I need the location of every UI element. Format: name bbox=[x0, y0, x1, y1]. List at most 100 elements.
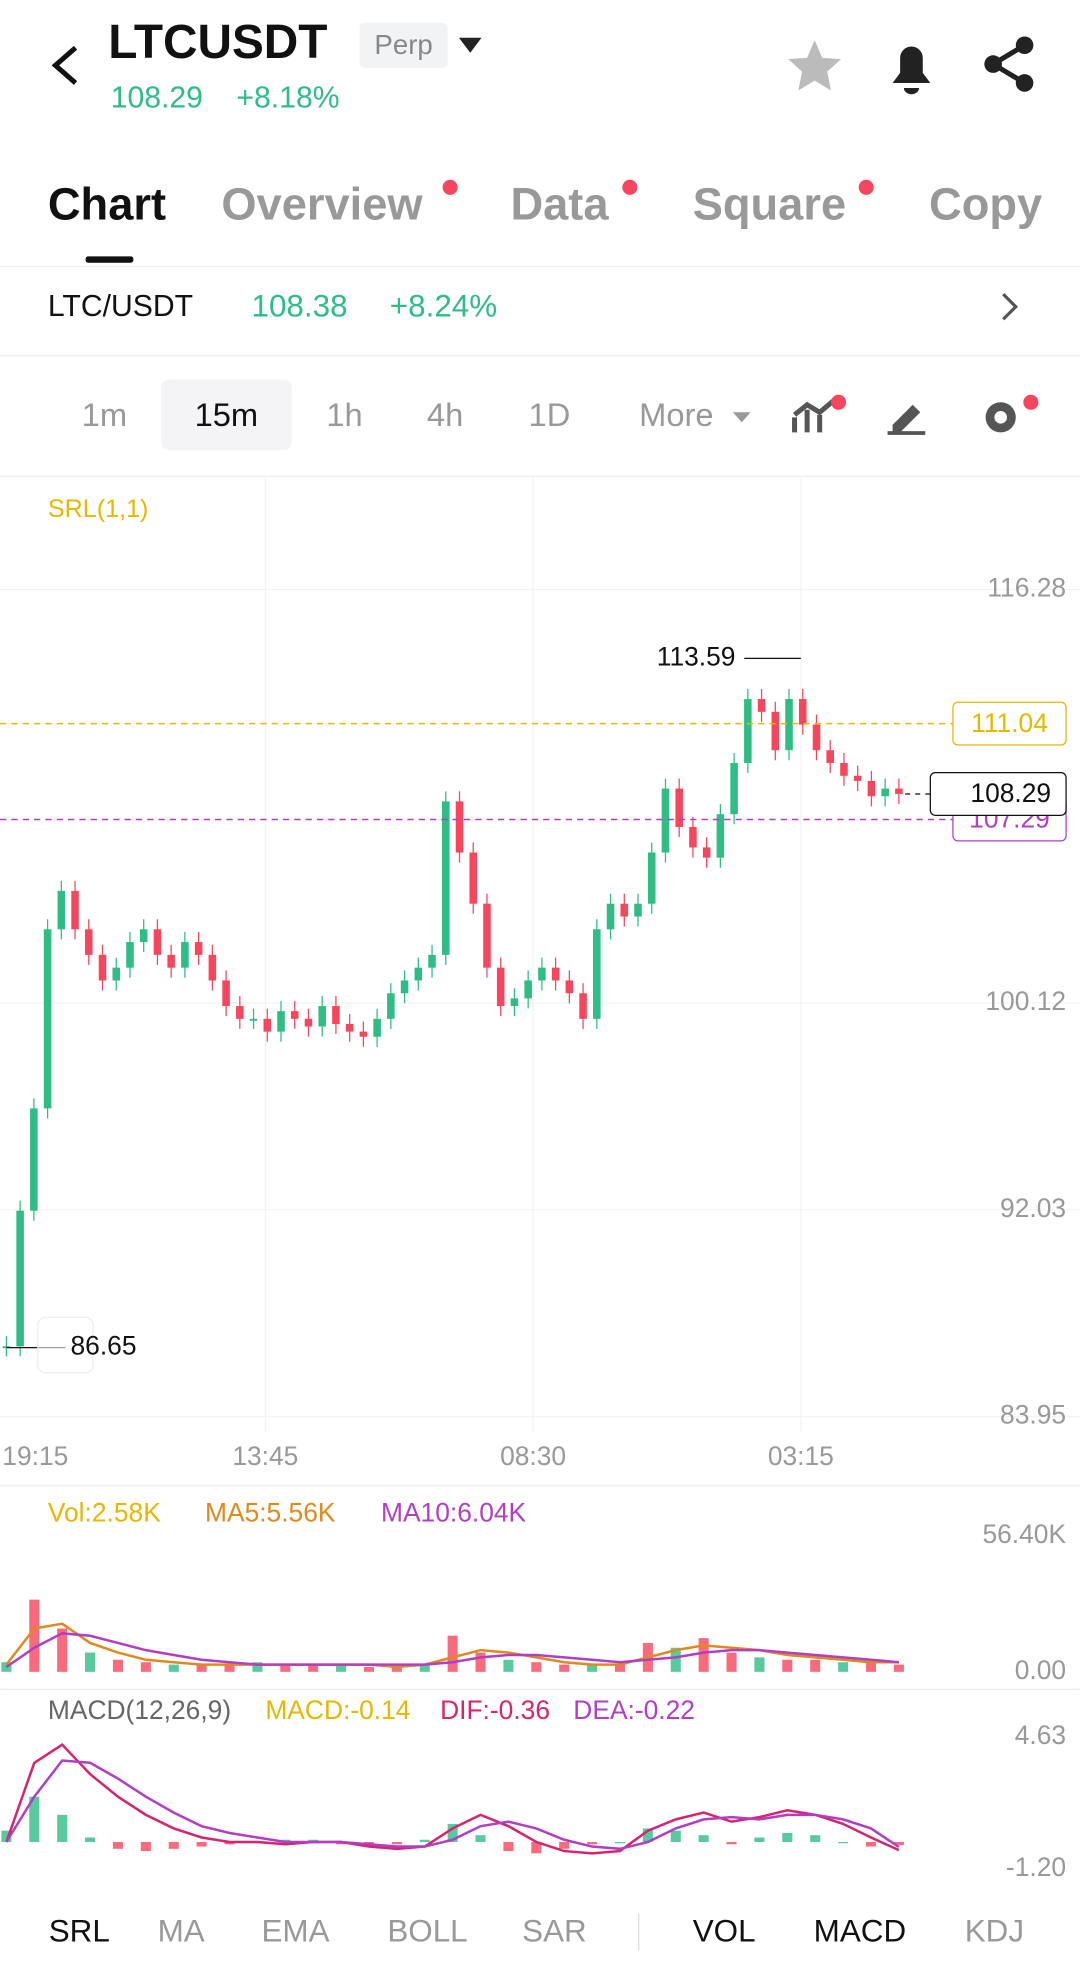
candle bbox=[139, 929, 148, 943]
bell-icon[interactable] bbox=[892, 46, 931, 95]
interval[interactable]: 1D bbox=[529, 396, 571, 433]
y-tick-label: 4.63 bbox=[1015, 1720, 1066, 1750]
candle bbox=[167, 954, 175, 968]
candle bbox=[153, 929, 162, 955]
candle bbox=[593, 929, 601, 1019]
high-label: 113.59 bbox=[657, 641, 736, 671]
macd-bar bbox=[29, 1796, 40, 1843]
candle bbox=[290, 1011, 299, 1019]
candle bbox=[332, 1006, 340, 1024]
vol-bar bbox=[57, 1628, 68, 1672]
macd-bar bbox=[670, 1830, 681, 1843]
candle bbox=[455, 801, 464, 853]
candle bbox=[620, 903, 629, 917]
candle bbox=[510, 998, 519, 1007]
candle bbox=[43, 929, 52, 1109]
candle bbox=[647, 852, 656, 904]
candle bbox=[744, 699, 752, 763]
indicator-tab[interactable]: SRL bbox=[49, 1914, 110, 1949]
pair: LTC/USDT bbox=[48, 290, 193, 323]
interval[interactable]: More bbox=[639, 396, 713, 433]
change: +8.18% bbox=[236, 81, 339, 114]
dropdown[interactable] bbox=[458, 37, 482, 53]
low-label: 86.65 bbox=[71, 1331, 137, 1361]
chevron[interactable] bbox=[1002, 293, 1019, 321]
back-button[interactable] bbox=[51, 45, 78, 85]
y-tick-label: -1.20 bbox=[1006, 1852, 1066, 1882]
ticker-change: +8.24% bbox=[390, 288, 497, 323]
candle bbox=[181, 942, 189, 968]
interval[interactable]: 1h bbox=[326, 396, 362, 433]
tab[interactable]: Copy bbox=[929, 178, 1042, 229]
vol-bar bbox=[614, 1664, 626, 1672]
candle bbox=[826, 750, 834, 763]
ma10-line bbox=[5, 1632, 899, 1669]
indicator-tab[interactable]: BOLL bbox=[387, 1914, 467, 1949]
tab[interactable]: Chart bbox=[48, 178, 166, 229]
candle bbox=[675, 788, 683, 827]
vol-bar bbox=[810, 1659, 821, 1672]
candle bbox=[71, 890, 79, 930]
expand-btn[interactable] bbox=[37, 1316, 94, 1374]
y-tick-label: 83.95 bbox=[1000, 1400, 1066, 1430]
candle bbox=[112, 967, 121, 981]
settings-icon[interactable] bbox=[985, 394, 1039, 433]
indicator-tab[interactable]: MA bbox=[158, 1914, 205, 1949]
tab[interactable]: Overview bbox=[221, 178, 423, 229]
notice-dot bbox=[442, 179, 458, 195]
candle bbox=[236, 1006, 244, 1019]
macd-bar bbox=[614, 1842, 626, 1844]
ticker-price: 108.38 bbox=[252, 288, 348, 323]
vol-legend: Vol:2.58K bbox=[48, 1498, 161, 1528]
badge-bg bbox=[359, 22, 448, 68]
indicator-tab[interactable]: VOL bbox=[693, 1914, 756, 1949]
candle bbox=[345, 1023, 354, 1032]
candle bbox=[304, 1018, 313, 1027]
macd-bar bbox=[531, 1842, 542, 1854]
vol-bar bbox=[475, 1652, 486, 1672]
tab[interactable]: Data bbox=[510, 178, 609, 229]
symbol[interactable]: LTCUSDT bbox=[108, 16, 327, 69]
candle bbox=[702, 847, 711, 858]
candle bbox=[730, 762, 738, 815]
draw-icon[interactable] bbox=[887, 404, 926, 435]
star-icon[interactable] bbox=[788, 40, 842, 91]
macd-bar bbox=[838, 1842, 849, 1844]
vol-bar bbox=[336, 1664, 347, 1672]
vol-bar bbox=[559, 1664, 570, 1672]
interval[interactable]: 1m bbox=[82, 396, 127, 433]
share-icon[interactable] bbox=[984, 36, 1034, 92]
vol-bar bbox=[698, 1638, 709, 1672]
candle bbox=[840, 762, 848, 776]
interval[interactable]: 15m bbox=[195, 396, 259, 433]
candle bbox=[30, 1108, 38, 1211]
vol-bar bbox=[726, 1652, 737, 1672]
indicator-tab[interactable]: MACD bbox=[814, 1914, 906, 1949]
more-caret[interactable] bbox=[732, 412, 751, 423]
candle bbox=[428, 954, 436, 968]
vol-legend: MA5:5.56K bbox=[205, 1498, 336, 1528]
interval[interactable]: 4h bbox=[427, 396, 463, 433]
tab[interactable]: Square bbox=[693, 178, 846, 229]
candle bbox=[785, 699, 793, 751]
indicator-tab[interactable]: EMA bbox=[261, 1914, 329, 1949]
vol-bar bbox=[838, 1662, 849, 1672]
macd-legend: DEA:-0.22 bbox=[573, 1695, 695, 1725]
macd-bar bbox=[140, 1842, 151, 1852]
indicator-tab[interactable]: KDJ bbox=[965, 1914, 1024, 1949]
indicator-tab[interactable]: SAR bbox=[522, 1914, 587, 1949]
candle bbox=[126, 942, 134, 968]
price-tag-text: 111.04 bbox=[971, 708, 1048, 738]
vol-bar bbox=[308, 1664, 319, 1672]
indicator-icon[interactable] bbox=[792, 394, 847, 433]
macd-bar bbox=[85, 1837, 96, 1843]
candle bbox=[538, 967, 546, 981]
macd-legend: DIF:-0.36 bbox=[440, 1695, 550, 1725]
candle bbox=[277, 1011, 285, 1032]
candle bbox=[661, 788, 670, 853]
vol-bar bbox=[754, 1657, 765, 1672]
macd-bar bbox=[447, 1823, 458, 1843]
candle bbox=[853, 775, 862, 781]
candle bbox=[606, 903, 615, 930]
